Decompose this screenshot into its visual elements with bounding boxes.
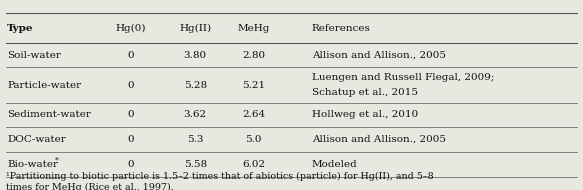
Text: Bio-water: Bio-water: [7, 160, 58, 169]
Text: Type: Type: [7, 24, 33, 32]
Text: *: *: [55, 156, 58, 164]
Text: 2.80: 2.80: [242, 51, 265, 60]
Text: Soil-water: Soil-water: [7, 51, 61, 60]
Text: ¹Partitioning to biotic particle is 1.5–2 times that of abiotics (particle) for : ¹Partitioning to biotic particle is 1.5–…: [6, 172, 433, 181]
Text: 3.80: 3.80: [184, 51, 207, 60]
Text: Modeled: Modeled: [312, 160, 357, 169]
Text: 5.3: 5.3: [187, 135, 203, 144]
Text: Hg(0): Hg(0): [116, 23, 146, 33]
Text: MeHg: MeHg: [237, 24, 270, 32]
Text: 0: 0: [128, 160, 135, 169]
Text: 0: 0: [128, 81, 135, 89]
Text: 3.62: 3.62: [184, 110, 207, 120]
Text: 5.21: 5.21: [242, 81, 265, 89]
Text: Hollweg et al., 2010: Hollweg et al., 2010: [312, 110, 418, 120]
Text: Sediment-water: Sediment-water: [7, 110, 91, 120]
Text: 0: 0: [128, 51, 135, 60]
Text: times for MeHg (Rice et al., 1997).: times for MeHg (Rice et al., 1997).: [6, 183, 174, 190]
Text: References: References: [312, 24, 371, 32]
Text: 2.64: 2.64: [242, 110, 265, 120]
Text: Allison and Allison., 2005: Allison and Allison., 2005: [312, 51, 446, 60]
Text: 0: 0: [128, 110, 135, 120]
Text: Allison and Allison., 2005: Allison and Allison., 2005: [312, 135, 446, 144]
Text: 0: 0: [128, 135, 135, 144]
Text: 5.58: 5.58: [184, 160, 207, 169]
Text: DOC-water: DOC-water: [7, 135, 66, 144]
Text: 5.0: 5.0: [245, 135, 262, 144]
Text: Hg(II): Hg(II): [179, 23, 212, 33]
Text: 5.28: 5.28: [184, 81, 207, 89]
Text: Particle-water: Particle-water: [7, 81, 81, 89]
Text: 6.02: 6.02: [242, 160, 265, 169]
Text: Luengen and Russell Flegal, 2009;: Luengen and Russell Flegal, 2009;: [312, 73, 494, 82]
Text: Schatup et al., 2015: Schatup et al., 2015: [312, 88, 418, 97]
